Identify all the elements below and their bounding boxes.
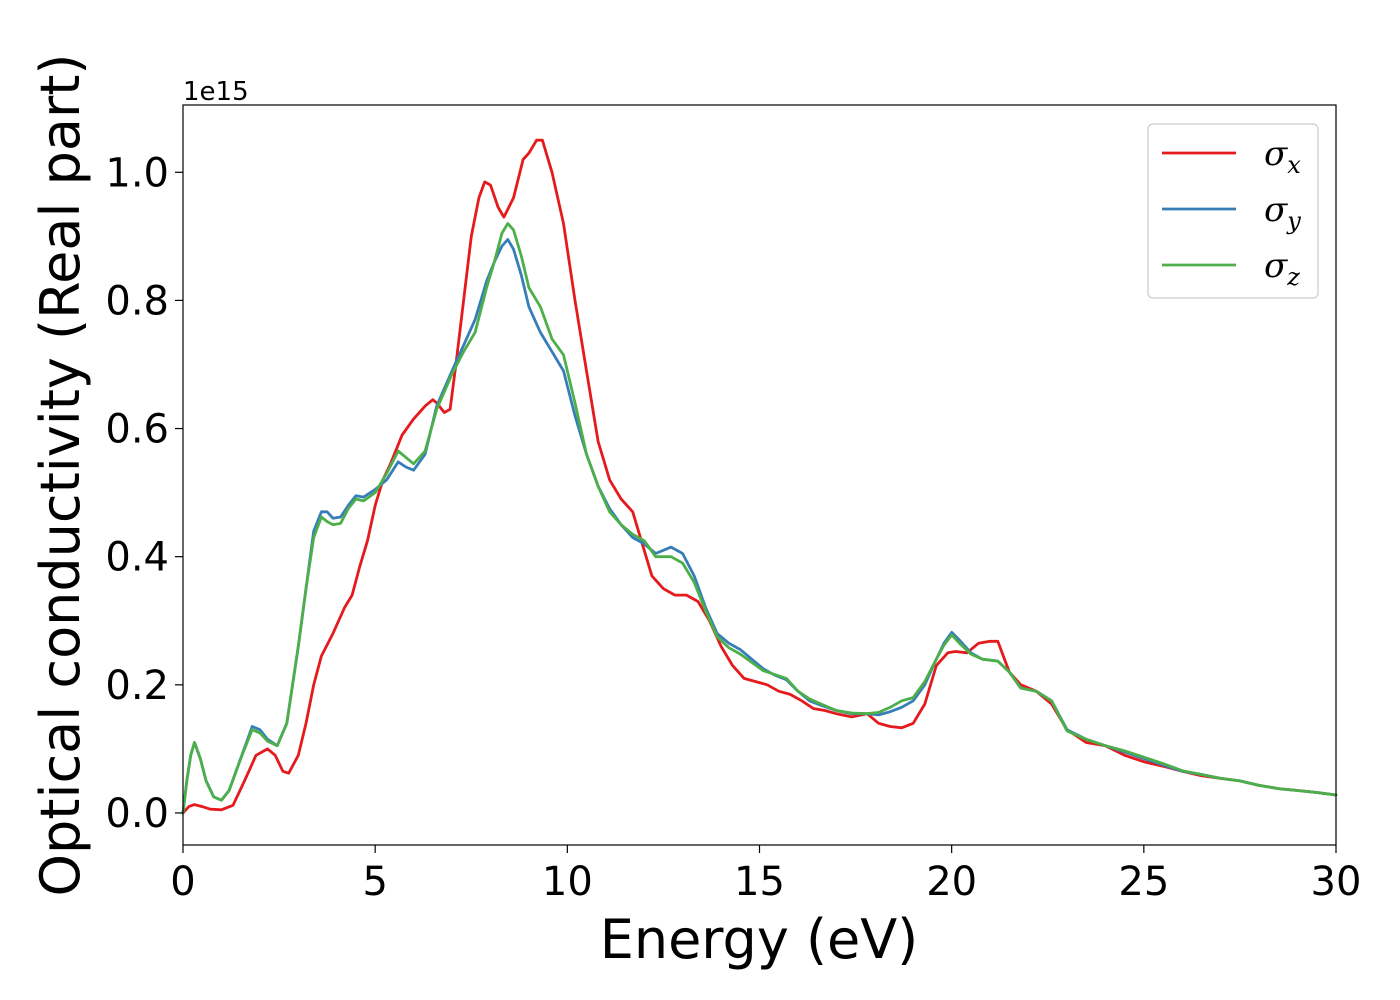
series-line-x: [181, 138, 1338, 815]
x-tick-label: 30: [1311, 859, 1362, 905]
x-tick-label: 10: [542, 859, 593, 905]
series-layer: [181, 138, 1338, 815]
y-tick-label: 0.8: [105, 278, 169, 324]
plot-background: [183, 105, 1336, 845]
x-ticks: 0 5 10 15 20 25 30: [170, 845, 1361, 905]
x-tick-label: 20: [926, 859, 977, 905]
x-tick-label: 15: [734, 859, 785, 905]
x-tick-label: 0: [170, 859, 195, 905]
y-tick-label: 0.0: [105, 791, 169, 837]
y-tick-label: 1.0: [105, 150, 169, 196]
y-tick-label: 0.4: [105, 535, 169, 581]
y-axis-label: Optical conductivity (Real part): [29, 54, 92, 897]
x-tick-label: 5: [362, 859, 387, 905]
x-tick-label: 25: [1118, 859, 1169, 905]
y-tick-label: 0.6: [105, 407, 169, 453]
y-tick-label: 0.2: [105, 663, 169, 709]
series-line-z: [181, 222, 1338, 815]
y-offset-label: 1e15: [183, 77, 249, 107]
x-axis-label: Energy (eV): [600, 908, 919, 971]
legend-frame: [1147, 123, 1319, 299]
y-ticks: 0.0 0.2 0.4 0.6 0.8 1.0: [105, 150, 183, 837]
